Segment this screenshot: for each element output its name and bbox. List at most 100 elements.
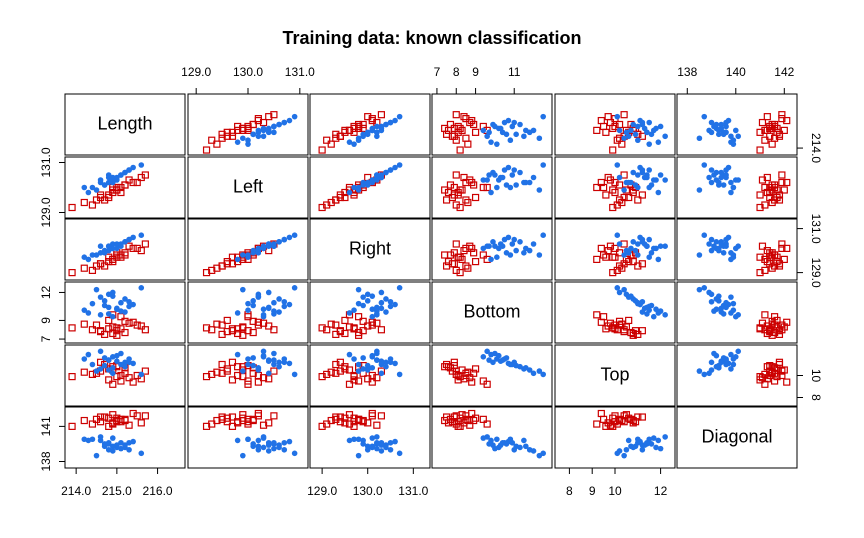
point <box>234 325 242 333</box>
point <box>728 189 734 196</box>
point <box>265 370 272 377</box>
point <box>355 313 363 321</box>
point <box>716 245 722 252</box>
point <box>332 415 340 423</box>
x-tick-label: 8 <box>566 484 573 498</box>
point <box>653 444 659 451</box>
point <box>359 124 367 133</box>
point <box>725 234 732 241</box>
point <box>708 359 715 366</box>
point <box>378 299 385 306</box>
point <box>118 350 124 357</box>
point <box>141 171 149 179</box>
point <box>730 361 737 368</box>
x-tick-label: 214.0 <box>61 484 91 498</box>
point <box>639 298 646 305</box>
point <box>441 186 449 194</box>
point <box>383 363 389 370</box>
point <box>761 183 769 192</box>
point <box>271 357 277 363</box>
point <box>346 310 353 316</box>
variable-name: Bottom <box>463 301 520 321</box>
point <box>374 133 380 140</box>
point <box>271 129 277 136</box>
point <box>696 368 703 374</box>
point <box>239 323 247 331</box>
panel-frame <box>554 344 676 407</box>
panel-frame <box>187 406 309 469</box>
point <box>452 367 460 375</box>
point <box>728 294 734 300</box>
point <box>646 141 652 147</box>
point <box>254 318 262 326</box>
point <box>125 374 133 382</box>
point <box>648 441 655 447</box>
point <box>768 331 776 339</box>
point <box>341 365 349 373</box>
variable-name: Length <box>97 113 152 133</box>
point <box>271 241 277 247</box>
point <box>483 183 491 192</box>
point <box>355 368 362 374</box>
point <box>374 439 380 446</box>
point <box>105 174 112 181</box>
point <box>270 367 278 375</box>
point <box>635 241 641 247</box>
point <box>716 365 722 371</box>
point <box>483 420 491 428</box>
point <box>604 173 612 182</box>
point <box>450 124 458 133</box>
point <box>484 243 490 249</box>
point <box>249 317 257 325</box>
point <box>138 371 145 378</box>
point <box>629 186 637 194</box>
x-tick-label: 130.0 <box>233 65 263 79</box>
point <box>377 412 385 420</box>
point <box>657 123 664 130</box>
point <box>223 132 231 140</box>
point <box>109 365 116 371</box>
point <box>364 362 371 369</box>
point <box>756 191 764 199</box>
panel-frame <box>64 156 186 219</box>
point <box>609 146 617 154</box>
point <box>109 370 116 377</box>
point <box>281 298 288 305</box>
point <box>138 284 145 291</box>
point <box>540 232 547 238</box>
point <box>593 420 601 428</box>
point <box>105 376 113 384</box>
point <box>615 321 624 329</box>
point <box>141 367 149 375</box>
point <box>126 298 132 305</box>
point <box>218 330 226 339</box>
point <box>101 413 109 421</box>
point <box>141 240 149 248</box>
point <box>259 374 268 382</box>
point <box>540 113 547 120</box>
point <box>332 321 340 329</box>
point <box>138 162 145 168</box>
point <box>323 136 331 144</box>
point <box>644 304 650 311</box>
point <box>369 306 376 313</box>
point <box>756 324 764 332</box>
point <box>648 302 655 309</box>
point <box>336 413 344 421</box>
point <box>113 186 121 194</box>
point <box>96 413 105 421</box>
point <box>373 421 381 429</box>
point <box>730 300 737 307</box>
point <box>281 236 288 243</box>
variable-name: Top <box>600 364 629 384</box>
point <box>105 357 112 363</box>
point <box>629 416 637 425</box>
point <box>650 313 657 320</box>
point <box>609 253 617 261</box>
point <box>255 127 262 134</box>
point <box>756 373 764 381</box>
point <box>265 304 272 311</box>
point <box>378 361 385 368</box>
point <box>638 132 646 140</box>
point <box>245 307 251 313</box>
